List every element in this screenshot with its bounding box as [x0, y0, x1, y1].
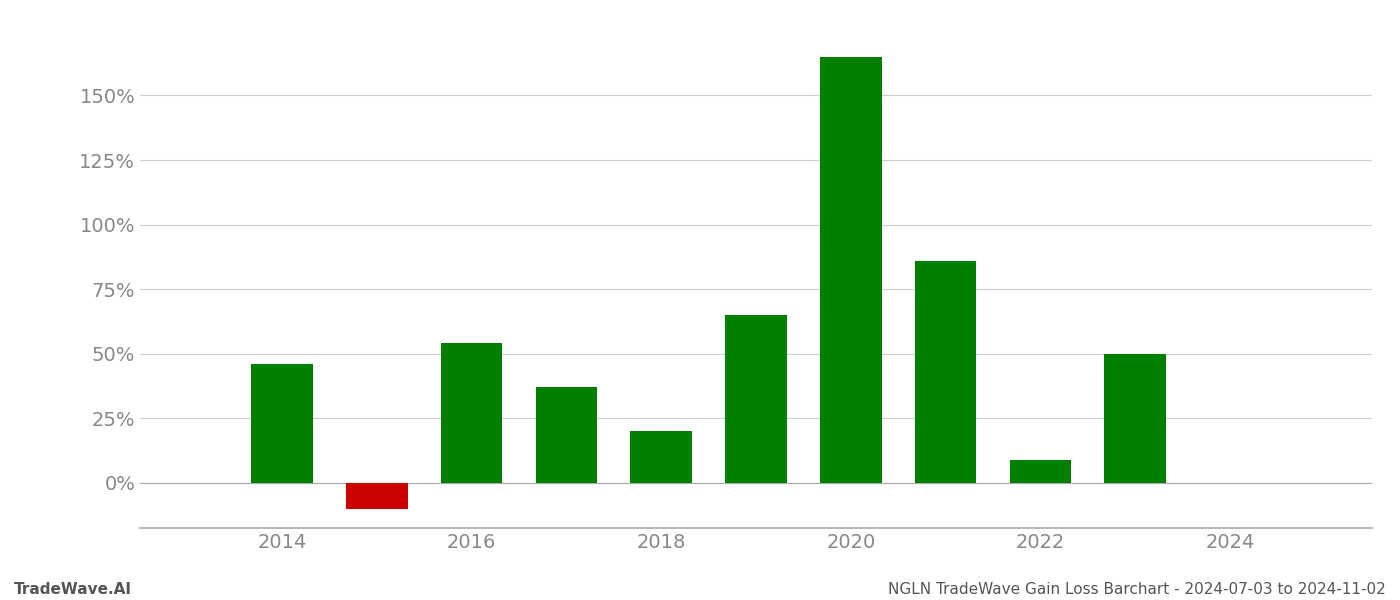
Bar: [820, 57, 882, 483]
Text: TradeWave.AI: TradeWave.AI: [14, 582, 132, 597]
Bar: [1009, 460, 1071, 483]
Text: NGLN TradeWave Gain Loss Barchart - 2024-07-03 to 2024-11-02: NGLN TradeWave Gain Loss Barchart - 2024…: [888, 582, 1386, 597]
Bar: [536, 387, 598, 483]
Bar: [1105, 353, 1166, 483]
Bar: [914, 261, 976, 483]
Bar: [252, 364, 314, 483]
Bar: [441, 343, 503, 483]
Bar: [630, 431, 692, 483]
Bar: [346, 483, 407, 509]
Bar: [725, 315, 787, 483]
